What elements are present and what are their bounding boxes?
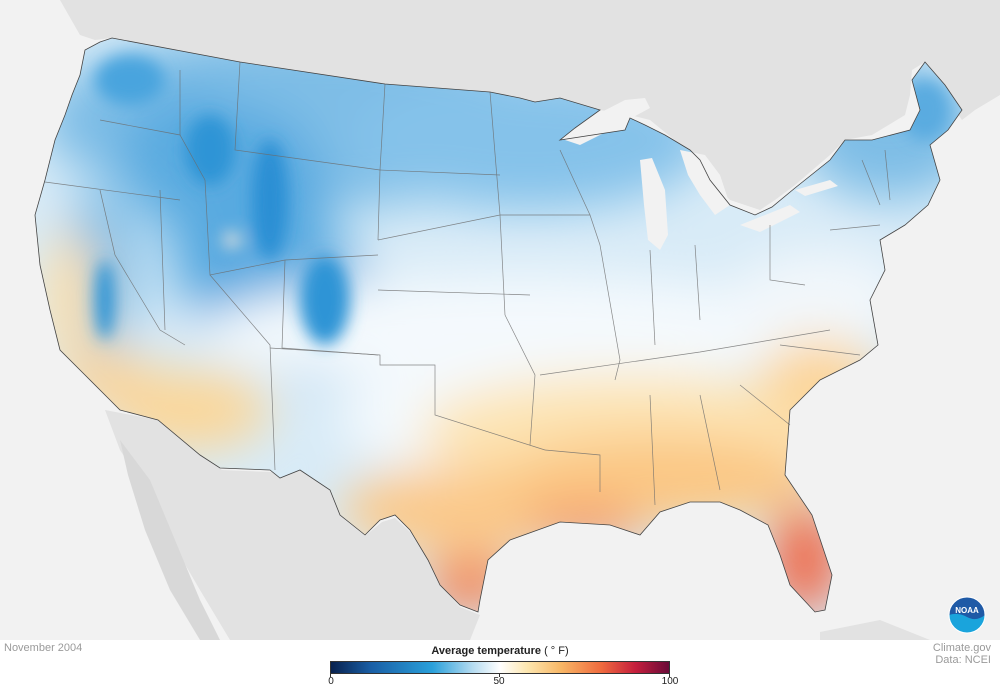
cuba-land [820, 620, 930, 640]
legend-title-text: Average temperature [431, 645, 541, 657]
canada-landmass [60, 0, 1000, 210]
legend-colorbar [330, 661, 670, 674]
temperature-map [34, 0, 1000, 640]
lake-michigan [640, 158, 668, 250]
noaa-logo-icon: NOAA [948, 596, 986, 634]
footer: November 2004 Average temperature ( ° F)… [0, 640, 1000, 690]
legend-mid-label: 50 [493, 676, 505, 687]
credit-data: Data: NCEI [935, 654, 991, 666]
noaa-logo: NOAA [948, 596, 986, 634]
noaa-logo-text: NOAA [955, 606, 979, 615]
map-area [0, 0, 1000, 640]
legend-tick-max [669, 674, 670, 677]
surrounding-land [60, 0, 1000, 640]
credit-site: Climate.gov [932, 642, 991, 654]
legend-max-label: 100 [661, 676, 679, 687]
date-label: November 2004 [4, 642, 83, 654]
great-lakes [565, 98, 838, 250]
legend-unit: ( ° F) [544, 645, 569, 657]
legend-tick-mid [499, 674, 500, 677]
mexico-landmass [105, 410, 480, 640]
legend-min-label: 0 [328, 676, 334, 687]
lake-erie [740, 205, 800, 232]
state-borders [44, 61, 891, 506]
lake-ontario [795, 180, 838, 196]
legend-tick-min [330, 674, 331, 677]
lake-huron [680, 150, 730, 215]
baja-peninsula [120, 440, 220, 640]
legend-title: Average temperature ( ° F) [330, 645, 670, 657]
lake-superior [565, 98, 650, 145]
